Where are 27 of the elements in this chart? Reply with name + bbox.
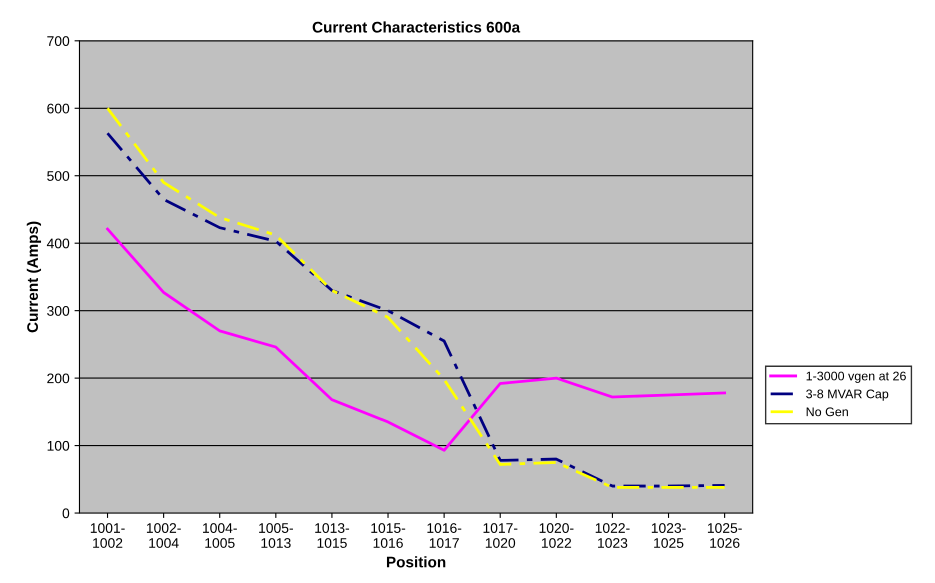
x-tick-label: 1001- 1002 bbox=[90, 523, 125, 548]
x-tick-label: 1025- 1026 bbox=[708, 523, 742, 548]
x-tick-label: 1002- 1004 bbox=[146, 523, 181, 548]
x-tick-label: 1004- 1005 bbox=[203, 523, 237, 548]
x-tick-label: 1020- 1022 bbox=[540, 523, 574, 548]
y-tick-label: 500 bbox=[47, 171, 70, 181]
x-axis-title: Position bbox=[386, 556, 446, 568]
y-tick-label: 300 bbox=[47, 306, 70, 316]
legend-label: 3-8 MVAR Cap bbox=[806, 389, 888, 401]
y-axis-title: Current (Amps) bbox=[26, 222, 42, 332]
x-tick-label: 1022- 1023 bbox=[596, 523, 630, 548]
y-tick-label: 0 bbox=[62, 508, 70, 518]
y-tick-label: 400 bbox=[46, 238, 70, 248]
x-tick-label: 1023- 1025 bbox=[652, 523, 686, 548]
y-tick-label: 700 bbox=[47, 36, 70, 46]
x-tick-label: 1013- 1015 bbox=[315, 523, 350, 548]
x-tick-label: 1016- 1017 bbox=[427, 523, 462, 548]
y-tick-label: 100 bbox=[48, 440, 70, 451]
x-tick-label: 1017- 1020 bbox=[484, 523, 518, 548]
line-series bbox=[106, 228, 726, 452]
y-tick-label: 600 bbox=[47, 104, 70, 114]
chart-title: Current Characteristics 600a bbox=[312, 21, 520, 33]
y-tick-label: 200 bbox=[47, 373, 70, 384]
x-tick-label: 1015- 1016 bbox=[371, 523, 406, 548]
x-tick-label: 1005- 1013 bbox=[259, 523, 293, 548]
legend-label: 1-3000 vgen at 26 bbox=[806, 372, 906, 383]
legend-label: No Gen bbox=[806, 407, 848, 416]
